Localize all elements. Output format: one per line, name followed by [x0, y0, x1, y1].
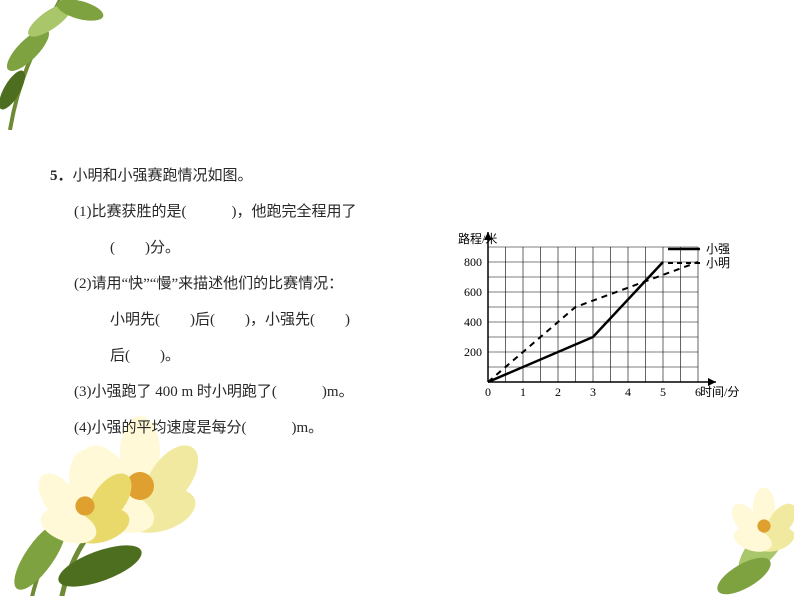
q1-mid: )，他跑完全程用了: [232, 204, 357, 220]
svg-text:路程/米: 路程/米: [458, 231, 497, 246]
q2a-blank2: [215, 312, 245, 328]
q4-p1: (4)小强的平均速度是每分(: [74, 420, 247, 436]
svg-text:400: 400: [464, 315, 482, 329]
problem-stem: 小明和小强赛跑情况如图。: [73, 168, 253, 184]
svg-text:时间/分: 时间/分: [700, 385, 739, 399]
q2-intro: (2)请用“快”“慢”来描述他们的比赛情况：: [74, 276, 343, 292]
q2a-p1: 小明先(: [110, 312, 160, 328]
svg-text:0: 0: [485, 385, 491, 399]
q2b-p1: 后(: [110, 348, 130, 364]
q3-blank: [277, 384, 322, 400]
q1b-suffix: )分。: [145, 240, 180, 256]
svg-text:小明: 小明: [706, 256, 730, 270]
svg-text:600: 600: [464, 285, 482, 299]
q3-p1: (3)小强跑了 400 m 时小明跑了(: [74, 384, 277, 400]
q2a-p2: )后(: [190, 312, 215, 328]
problem-text: 5．小明和小强赛跑情况如图。 (1)比赛获胜的是( )，他跑完全程用了 ( )分…: [50, 158, 430, 446]
q4-p2: )m。: [292, 420, 324, 436]
svg-text:4: 4: [625, 385, 631, 399]
svg-text:1: 1: [520, 385, 526, 399]
svg-text:5: 5: [660, 385, 666, 399]
distance-time-chart: 0123456200400600800路程/米时间/分小强小明: [440, 222, 760, 412]
q1-prefix: (1)比赛获胜的是(: [74, 204, 187, 220]
svg-text:2: 2: [555, 385, 561, 399]
q2b-p2: )。: [160, 348, 180, 364]
q2a-p3: )，小强先(: [245, 312, 315, 328]
q2a-blank3: [315, 312, 345, 328]
q1-blank-winner: [187, 204, 232, 220]
q4-blank: [247, 420, 292, 436]
flower-decoration-bottom-right: [704, 486, 794, 596]
chart-svg: 0123456200400600800路程/米时间/分小强小明: [440, 222, 760, 412]
q2a-p4: ): [345, 312, 350, 328]
problem-number: 5．: [50, 168, 73, 184]
page: { "problem": { "number": "5．", "stem": "…: [0, 0, 794, 596]
q1b-blank-minutes: [115, 240, 145, 256]
flower-decoration-top-left: [0, 0, 120, 130]
q2b-blank: [130, 348, 160, 364]
q2a-blank1: [160, 312, 190, 328]
svg-text:200: 200: [464, 345, 482, 359]
svg-text:3: 3: [590, 385, 596, 399]
svg-text:小强: 小强: [706, 242, 730, 256]
q3-p2: )m。: [322, 384, 354, 400]
svg-text:800: 800: [464, 255, 482, 269]
